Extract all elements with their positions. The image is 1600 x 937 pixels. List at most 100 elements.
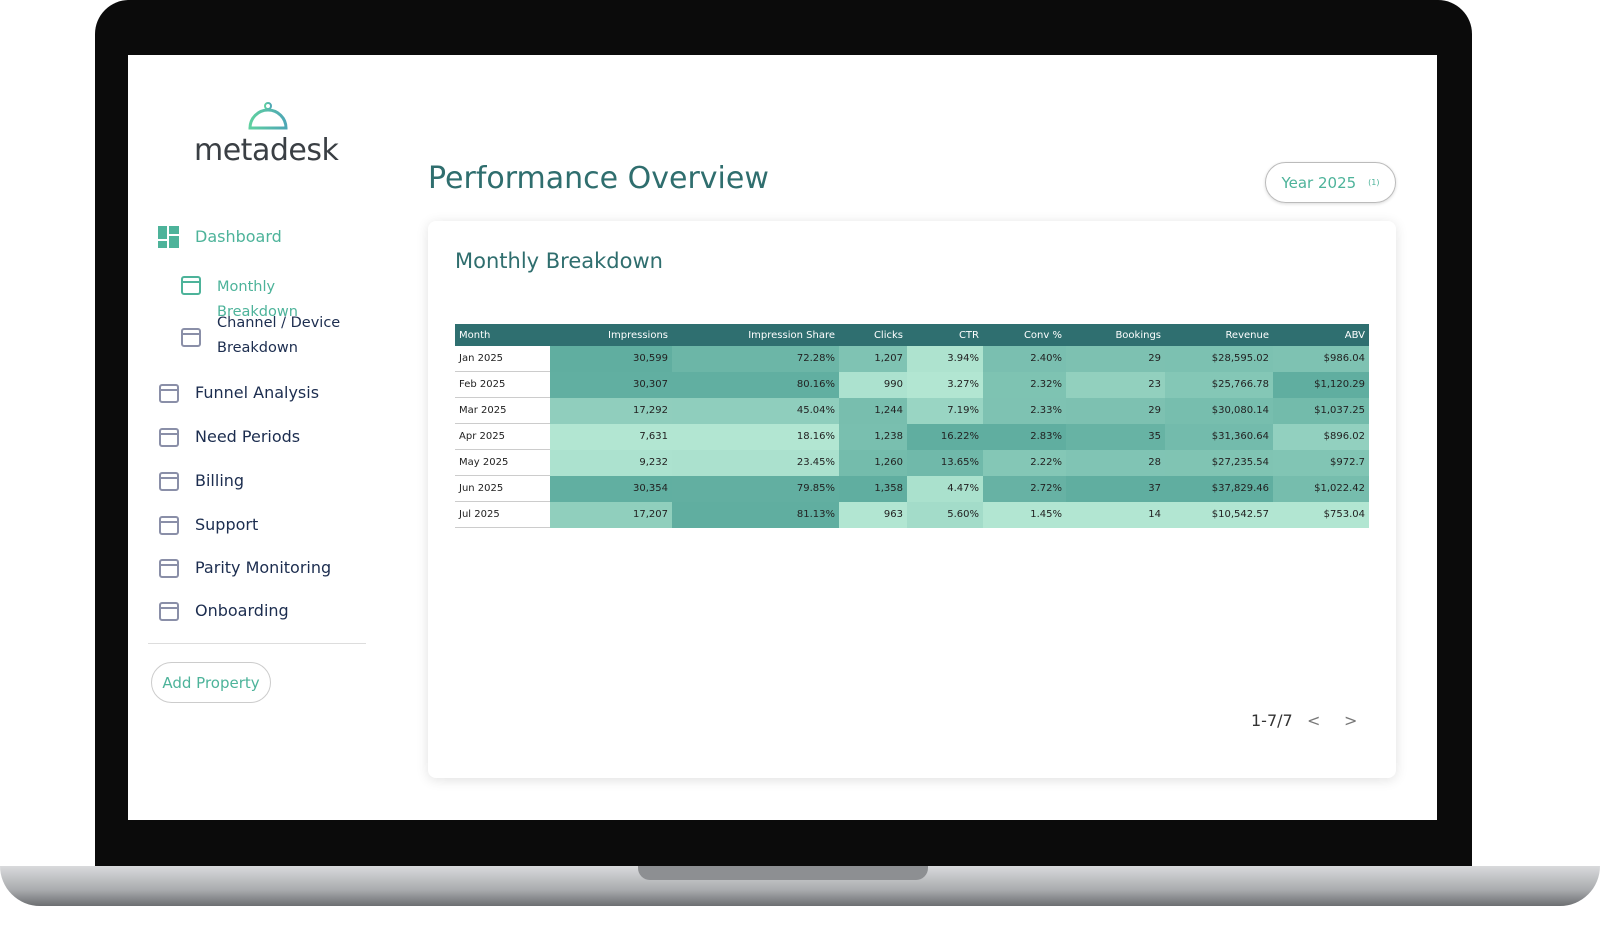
table-cell: May 2025 bbox=[455, 449, 550, 476]
table-cell: 9,232 bbox=[550, 449, 672, 476]
table-cell: 30,307 bbox=[550, 371, 672, 398]
table-cell: 2.32% bbox=[983, 371, 1066, 398]
table-cell: 4.47% bbox=[907, 475, 983, 502]
nav-icon bbox=[159, 428, 179, 447]
nav-item[interactable]: Onboarding bbox=[195, 601, 289, 620]
prev-page[interactable]: < bbox=[1307, 711, 1321, 730]
table-cell: $28,595.02 bbox=[1165, 346, 1273, 372]
column-header: Revenue bbox=[1165, 324, 1273, 346]
screen: metadesk Dashboard Monthly Breakdown Chann… bbox=[128, 55, 1437, 820]
add-property-button[interactable]: Add Property bbox=[151, 662, 271, 703]
filter-count: (1) bbox=[1368, 178, 1380, 187]
table-row: Jan 2025 30,599 72.28% 1,207 3.94% 2.40% 29 $28… bbox=[455, 346, 1369, 372]
table-cell: 28 bbox=[1066, 449, 1165, 476]
breakdown-table: Month Impressions Impression Share Clicks CT… bbox=[455, 324, 1369, 528]
nav-item[interactable]: Billing bbox=[195, 471, 245, 490]
table-cell: 1,207 bbox=[839, 346, 907, 372]
page-range: 1-7/7 bbox=[1251, 711, 1293, 730]
column-header: Month bbox=[455, 324, 550, 346]
table-row: Feb 2025 30,307 80.16% 990 3.27% 2.32% 23 $25,7… bbox=[455, 371, 1369, 398]
table-cell: 1,244 bbox=[839, 397, 907, 424]
table-cell: 3.27% bbox=[907, 371, 983, 398]
table-cell: 18.16% bbox=[672, 423, 839, 450]
table-cell: 7.19% bbox=[907, 397, 983, 424]
table-cell: 29 bbox=[1066, 397, 1165, 424]
table-row: May 2025 9,232 23.45% 1,260 13.65% 2.22% 28 $27… bbox=[455, 449, 1369, 476]
table-cell: $972.7 bbox=[1273, 449, 1369, 476]
table-cell: 81.13% bbox=[672, 501, 839, 528]
table-row: Mar 2025 17,292 45.04% 1,244 7.19% 2.33% 29 $30… bbox=[455, 397, 1369, 424]
laptop-notch bbox=[638, 866, 928, 880]
table-row: Jul 2025 17,207 81.13% 963 5.60% 1.45% 14 $10,5… bbox=[455, 501, 1369, 528]
column-header: CTR bbox=[907, 324, 983, 346]
table-cell: 30,354 bbox=[550, 475, 672, 502]
table-cell: 2.33% bbox=[983, 397, 1066, 424]
nav-item[interactable]: Funnel Analysis bbox=[195, 383, 320, 402]
table-cell: 16.22% bbox=[907, 423, 983, 450]
table-cell: 13.65% bbox=[907, 449, 983, 476]
nav-icon bbox=[159, 472, 179, 491]
column-header: Conv % bbox=[983, 324, 1066, 346]
column-header: Impressions bbox=[550, 324, 672, 346]
table-cell: 30,599 bbox=[550, 346, 672, 372]
nav-item[interactable]: Channel / Device Breakdown bbox=[217, 315, 341, 356]
filter-label: Year 2025 bbox=[1281, 173, 1357, 192]
table-cell: 1,260 bbox=[839, 449, 907, 476]
table-cell: $31,360.64 bbox=[1165, 423, 1273, 450]
table-cell: $986.04 bbox=[1273, 346, 1369, 372]
table-cell: 2.72% bbox=[983, 475, 1066, 502]
table-cell: 17,292 bbox=[550, 397, 672, 424]
table-cell: 72.28% bbox=[672, 346, 839, 372]
card-title: Monthly Breakdown bbox=[455, 249, 663, 273]
table-cell: 7,631 bbox=[550, 423, 672, 450]
column-header: Bookings bbox=[1066, 324, 1165, 346]
table-cell: Apr 2025 bbox=[455, 423, 550, 450]
nav-icon bbox=[159, 559, 179, 578]
nav-item[interactable]: Support bbox=[195, 515, 259, 534]
table-cell: Feb 2025 bbox=[455, 371, 550, 398]
next-page[interactable]: > bbox=[1344, 711, 1358, 730]
nav-item[interactable]: Monthly Breakdown bbox=[217, 279, 298, 320]
table-cell: 79.85% bbox=[672, 475, 839, 502]
divider bbox=[148, 643, 366, 644]
nav-item[interactable]: Dashboard bbox=[195, 227, 282, 246]
table-cell: 2.83% bbox=[983, 423, 1066, 450]
year-filter[interactable]: Year 2025 (1) bbox=[1265, 162, 1396, 203]
table-cell: 1.45% bbox=[983, 501, 1066, 528]
table-row: Apr 2025 7,631 18.16% 1,238 16.22% 2.83% 35 $31… bbox=[455, 423, 1369, 450]
table-cell: 1,238 bbox=[839, 423, 907, 450]
table-cell: Mar 2025 bbox=[455, 397, 550, 424]
table-cell: $753.04 bbox=[1273, 501, 1369, 528]
table-cell: $896.02 bbox=[1273, 423, 1369, 450]
table-row: Jun 2025 30,354 79.85% 1,358 4.47% 2.72% 37 $37… bbox=[455, 475, 1369, 502]
table-cell: 5.60% bbox=[907, 501, 983, 528]
logo: metadesk bbox=[194, 133, 339, 168]
logo-icon bbox=[248, 102, 288, 130]
table-cell: 990 bbox=[839, 371, 907, 398]
table-cell: $37,829.46 bbox=[1165, 475, 1273, 502]
table-cell: $1,022.42 bbox=[1273, 475, 1369, 502]
nav-icon bbox=[159, 384, 179, 403]
table-cell: 23 bbox=[1066, 371, 1165, 398]
table-cell: $27,235.54 bbox=[1165, 449, 1273, 476]
table-cell: Jul 2025 bbox=[455, 501, 550, 528]
table-cell: $25,766.78 bbox=[1165, 371, 1273, 398]
nav-item[interactable]: Parity Monitoring bbox=[195, 558, 332, 577]
table-cell: 2.40% bbox=[983, 346, 1066, 372]
table-cell: $1,037.25 bbox=[1273, 397, 1369, 424]
card: Monthly Breakdown Month Impressions Impres… bbox=[428, 221, 1396, 778]
nav-icon bbox=[159, 602, 179, 621]
table-cell: 1,358 bbox=[839, 475, 907, 502]
table-cell: 37 bbox=[1066, 475, 1165, 502]
table-cell: $30,080.14 bbox=[1165, 397, 1273, 424]
table-cell: 17,207 bbox=[550, 501, 672, 528]
table-cell: 3.94% bbox=[907, 346, 983, 372]
table-cell: 80.16% bbox=[672, 371, 839, 398]
table-cell: Jun 2025 bbox=[455, 475, 550, 502]
nav-item[interactable]: Need Periods bbox=[195, 427, 301, 446]
page-title: Performance Overview bbox=[428, 161, 769, 196]
column-header: ABV bbox=[1273, 324, 1369, 346]
table-cell: 2.22% bbox=[983, 449, 1066, 476]
table-cell: 29 bbox=[1066, 346, 1165, 372]
